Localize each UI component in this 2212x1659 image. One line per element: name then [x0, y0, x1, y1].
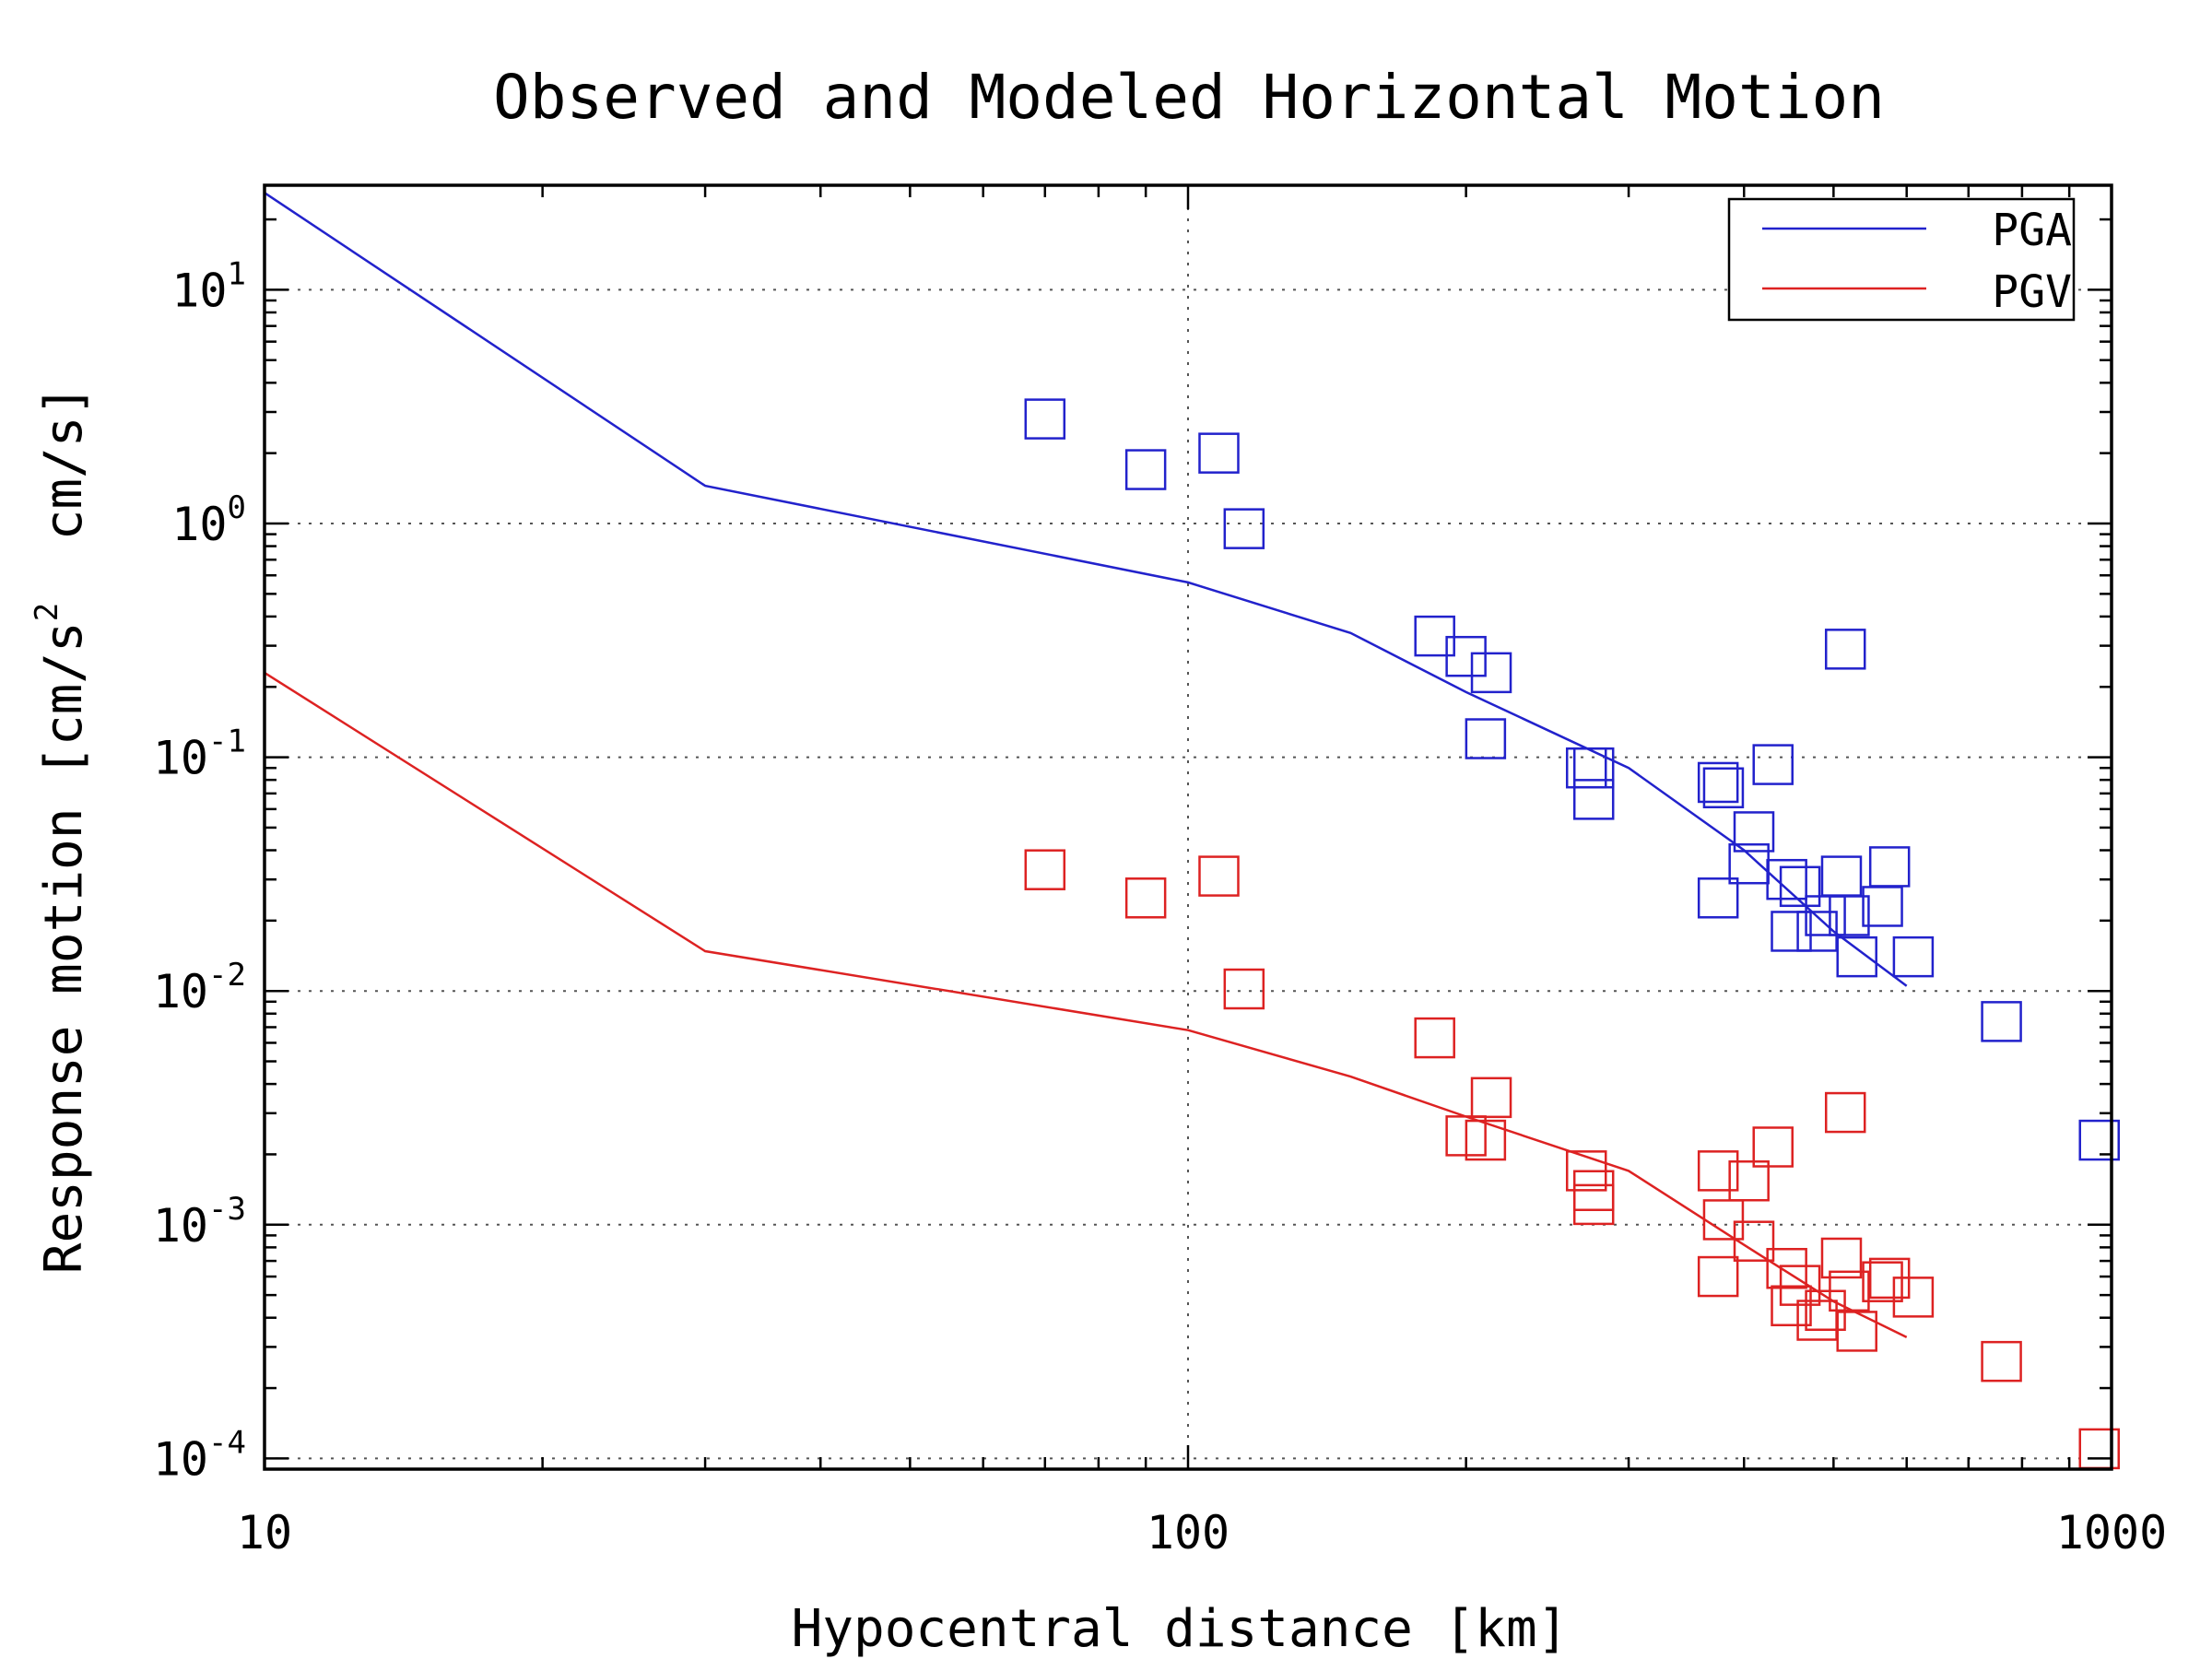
y-tick-label: 10-3: [153, 1191, 246, 1253]
legend-label-pga: PGA: [1992, 205, 2072, 256]
y-tick-label-exp: -4: [208, 1424, 246, 1461]
y-tick-label-exp: -1: [208, 724, 246, 760]
y-tick-label-base: 10: [171, 264, 227, 317]
y-tick-label: 101: [171, 255, 246, 317]
y-axis-label: Response motion [cm/s2 cm/s]: [29, 385, 94, 1275]
observed-point-pga: [1697, 761, 1739, 804]
observed-point-pga: [1779, 865, 1821, 908]
tick-layer: [263, 185, 2112, 1471]
observed-point-pgv: [1752, 1126, 1794, 1168]
observed-point-pga: [1465, 718, 1507, 759]
y-tick-label-base: 10: [153, 965, 208, 1018]
observed-point-pga: [1445, 635, 1487, 677]
y-tick-label-exp: 1: [228, 255, 246, 292]
y-axis-label-main: Response motion [cm/s: [34, 621, 94, 1274]
model-line-pga: [264, 192, 1908, 987]
observed-point-pgv: [1892, 1277, 1935, 1318]
observed-point-pgv: [1862, 1261, 1903, 1302]
observed-point-pgv: [1470, 1077, 1512, 1119]
observed-point-pga: [1824, 629, 1866, 670]
observed-point-pgv: [1024, 849, 1066, 890]
observed-point-pgv: [1733, 1220, 1775, 1262]
observed-point-pgv: [1697, 1255, 1739, 1298]
observed-point-pga: [1198, 432, 1240, 474]
y-tick-label-base: 10: [153, 1432, 208, 1486]
observed-point-pga: [1223, 508, 1265, 549]
observed-point-pga: [1771, 911, 1812, 952]
observed-point-pgv: [1824, 1091, 1866, 1134]
observed-point-pga: [1752, 744, 1794, 785]
y-axis-label-exponent: 2: [29, 603, 65, 621]
observed-point-pga: [1124, 449, 1167, 490]
observed-point-pga: [1766, 858, 1807, 900]
y-tick-label: 10-4: [153, 1424, 246, 1486]
observed-point-pga: [1805, 895, 1846, 936]
legend-box: [1727, 197, 2076, 322]
observed-point-pgv: [1572, 1183, 1615, 1226]
observed-point-pga: [1572, 779, 1615, 820]
observed-point-pga: [1697, 877, 1739, 919]
observed-point-pgv: [1223, 968, 1265, 1010]
observed-point-pga: [1836, 935, 1877, 978]
observed-point-pga: [1892, 935, 1935, 978]
x-tick-label: 100: [1147, 1506, 1230, 1559]
y-tick-label: 10-1: [153, 724, 246, 785]
observed-point-pgv: [1981, 1340, 2022, 1382]
y-tick-label-exp: -3: [208, 1191, 246, 1228]
observed-point-pga: [1572, 747, 1615, 789]
y-tick-label-exp: 0: [228, 489, 246, 526]
observed-point-pga: [1024, 398, 1066, 440]
observed-point-pgv: [1198, 855, 1240, 897]
observed-point-pgv: [1697, 1150, 1739, 1192]
observed-point-pgv: [1728, 1159, 1770, 1202]
y-tick-label: 100: [171, 489, 246, 551]
series-layer: [264, 192, 2120, 1470]
legend: PGA PGV: [1727, 197, 2076, 322]
legend-label-pgv: PGV: [1992, 266, 2072, 318]
observed-point-pgv: [1771, 1285, 1812, 1326]
model-line-pgv: [264, 671, 1908, 1339]
observed-point-pga: [2078, 1119, 2120, 1161]
x-axis-label: Hypocentral distance [km]: [792, 1599, 1569, 1659]
observed-point-pgv: [1124, 877, 1167, 919]
y-tick-label: 10-2: [153, 957, 246, 1018]
y-axis-label-tail: cm/s]: [34, 385, 94, 603]
x-tick-label: 1000: [2056, 1506, 2167, 1559]
observed-point-pga: [1733, 811, 1775, 853]
observed-point-pgv: [1829, 1270, 1870, 1312]
y-tick-label-base: 10: [153, 1199, 208, 1253]
x-tick-label: 10: [237, 1506, 292, 1559]
observed-point-pga: [1796, 911, 1838, 952]
observed-point-pgv: [1766, 1247, 1807, 1289]
observed-point-pgv: [1414, 1017, 1455, 1059]
observed-point-pga: [1470, 652, 1512, 694]
observed-point-pga: [1868, 846, 1911, 888]
observed-point-pgv: [1702, 1199, 1745, 1241]
y-tick-label-base: 10: [171, 498, 227, 551]
observed-point-pgv: [1820, 1237, 1863, 1279]
y-tick-label-base: 10: [153, 732, 208, 785]
observed-point-pgv: [1836, 1311, 1877, 1352]
observed-point-pga: [1981, 1001, 2022, 1042]
y-tick-label-exp: -2: [208, 957, 246, 994]
observed-point-pgv: [1465, 1119, 1507, 1161]
chart-title: Observed and Modeled Horizontal Motion: [493, 62, 1885, 133]
observed-point-pga: [1820, 855, 1863, 897]
observed-point-pga: [1829, 895, 1870, 936]
observed-point-pga: [1702, 767, 1745, 809]
